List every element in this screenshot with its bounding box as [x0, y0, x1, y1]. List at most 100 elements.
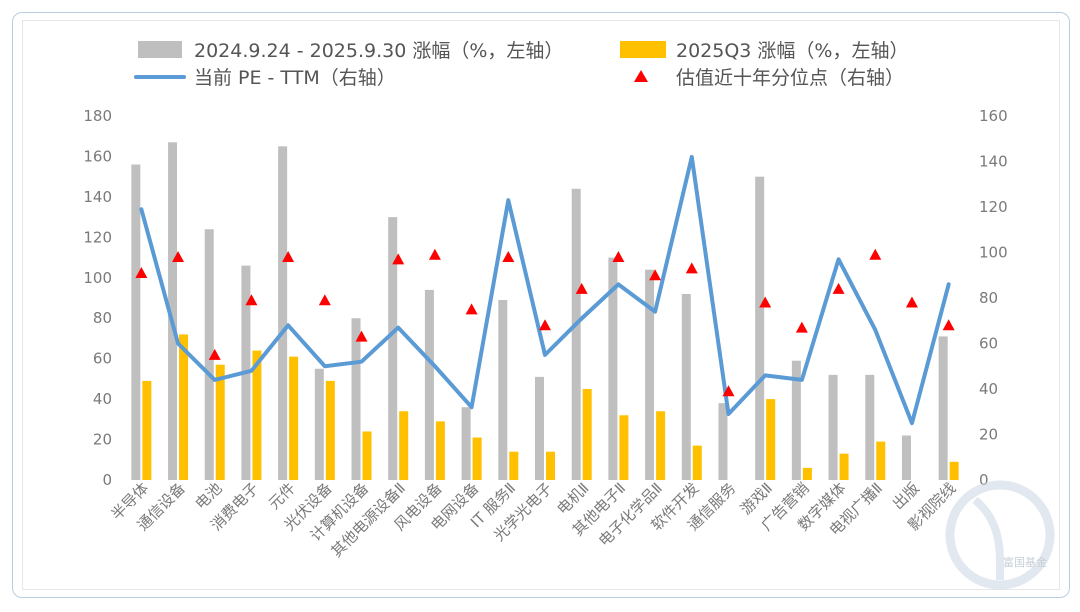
- right-axis-tick-label: 20: [979, 426, 998, 444]
- percentile-marker: [355, 330, 368, 342]
- bar-yellow: [509, 451, 519, 480]
- bar-yellow: [215, 364, 225, 480]
- bar-yellow: [876, 441, 886, 480]
- bar-gray: [938, 336, 948, 480]
- bar-gray: [388, 217, 398, 480]
- percentile-marker: [392, 253, 405, 265]
- left-axis-tick-label: 100: [83, 269, 112, 287]
- right-axis: 0 20 40 60 80 100 120 140 160: [979, 107, 1008, 489]
- bar-gray: [901, 435, 911, 480]
- pe-line-layer: [139, 154, 951, 426]
- left-axis-tick-label: 0: [102, 471, 112, 489]
- bar-yellow: [325, 380, 335, 480]
- percentile-marker: [135, 266, 148, 278]
- right-axis-tick-label: 0: [979, 471, 989, 489]
- pe-line: [139, 154, 951, 426]
- right-axis-tick-label: 120: [979, 198, 1008, 216]
- bar-gray: [131, 164, 141, 481]
- percentile-marker: [759, 296, 772, 308]
- left-axis-tick-label: 120: [83, 228, 112, 246]
- percentile-marker: [869, 248, 882, 260]
- bar-yellow: [142, 380, 152, 480]
- legend-label-series2: 2025Q3 涨幅（%，左轴）: [676, 40, 909, 62]
- legend-swatch-gray-bar: [138, 41, 182, 58]
- bar-gray: [204, 229, 214, 480]
- bar-yellow: [289, 356, 299, 480]
- left-axis-tick-label: 40: [93, 390, 112, 408]
- percentile-marker: [685, 262, 698, 274]
- percentile-marker: [905, 296, 918, 308]
- bar-yellow: [802, 467, 812, 480]
- bar-gray: [278, 146, 288, 481]
- bar-gray: [498, 300, 508, 480]
- bar-yellow: [619, 415, 629, 480]
- bar-yellow: [582, 389, 592, 480]
- bar-yellow: [839, 453, 849, 480]
- percentile-marker: [245, 294, 258, 306]
- right-axis-tick-label: 40: [979, 380, 998, 398]
- left-axis-tick-label: 140: [83, 188, 112, 206]
- left-axis-tick-label: 60: [93, 350, 112, 368]
- percentile-marker: [172, 251, 185, 263]
- legend-swatch-marker: [634, 70, 648, 82]
- bar-gray: [168, 142, 178, 481]
- bar-yellow: [435, 421, 445, 480]
- bar-yellow: [949, 461, 959, 480]
- percentile-marker: [722, 385, 735, 397]
- right-axis-tick-label: 140: [979, 153, 1008, 171]
- percentile-marker: [942, 319, 955, 331]
- bar-yellow: [362, 431, 372, 480]
- percentile-marker: [282, 251, 295, 263]
- bar-gray: [535, 376, 544, 480]
- legend-label-series4: 估值近十年分位点（右轴）: [676, 67, 904, 89]
- legend-label-series3: 当前 PE - TTM（右轴）: [194, 67, 396, 89]
- percentile-marker: [465, 303, 478, 315]
- bar-gray: [314, 368, 324, 480]
- bar-gray: [828, 374, 838, 480]
- left-axis-tick-label: 20: [93, 431, 112, 449]
- legend-swatch-yellow-bar: [620, 41, 666, 58]
- chart-inner-border: [22, 20, 1060, 590]
- bar-yellow: [179, 334, 189, 480]
- left-axis: 0 20 40 60 80 100 120 140 160 180: [83, 107, 112, 489]
- percentile-marker: [612, 251, 625, 263]
- bar-gray: [718, 403, 728, 480]
- bar-gray: [351, 318, 361, 480]
- bar-yellow: [692, 445, 702, 480]
- watermark-logo: 富国基金: [945, 480, 1055, 590]
- bar-yellow: [472, 437, 482, 480]
- right-axis-tick-label: 60: [979, 335, 998, 353]
- percentile-marker: [539, 319, 551, 331]
- legend: 2024.9.24 - 2025.9.30 涨幅（%，左轴） 2025Q3 涨幅…: [134, 40, 909, 89]
- percentile-marker: [649, 269, 662, 281]
- left-axis-tick-label: 180: [83, 107, 112, 125]
- bar-gray: [755, 176, 765, 480]
- percentile-marker: [832, 282, 845, 294]
- marker-layer: [135, 248, 955, 397]
- bar-gray: [865, 374, 875, 480]
- percentile-marker: [795, 321, 808, 333]
- legend-label-series1: 2024.9.24 - 2025.9.30 涨幅（%，左轴）: [194, 40, 563, 62]
- watermark-text: 富国基金: [1003, 555, 1047, 569]
- left-axis-tick-label: 80: [93, 309, 112, 327]
- left-axis-tick-label: 160: [83, 147, 112, 165]
- right-axis-tick-label: 160: [979, 107, 1008, 125]
- bar-gray: [681, 293, 691, 480]
- bar-gray: [608, 257, 618, 480]
- bars-layer: [131, 142, 959, 481]
- right-axis-tick-label: 80: [979, 289, 998, 307]
- bar-gray: [571, 188, 581, 481]
- bar-gray: [645, 269, 655, 480]
- right-axis-tick-label: 100: [979, 244, 1008, 262]
- bar-gray: [791, 360, 801, 480]
- percentile-marker: [208, 348, 221, 360]
- percentile-marker: [318, 294, 331, 306]
- percentile-marker: [575, 282, 588, 294]
- chart-frame: [12, 12, 1070, 598]
- bar-yellow: [766, 399, 776, 480]
- percentile-marker: [502, 251, 515, 263]
- bar-yellow: [399, 411, 409, 480]
- percentile-marker: [428, 248, 441, 260]
- bar-yellow: [546, 451, 555, 480]
